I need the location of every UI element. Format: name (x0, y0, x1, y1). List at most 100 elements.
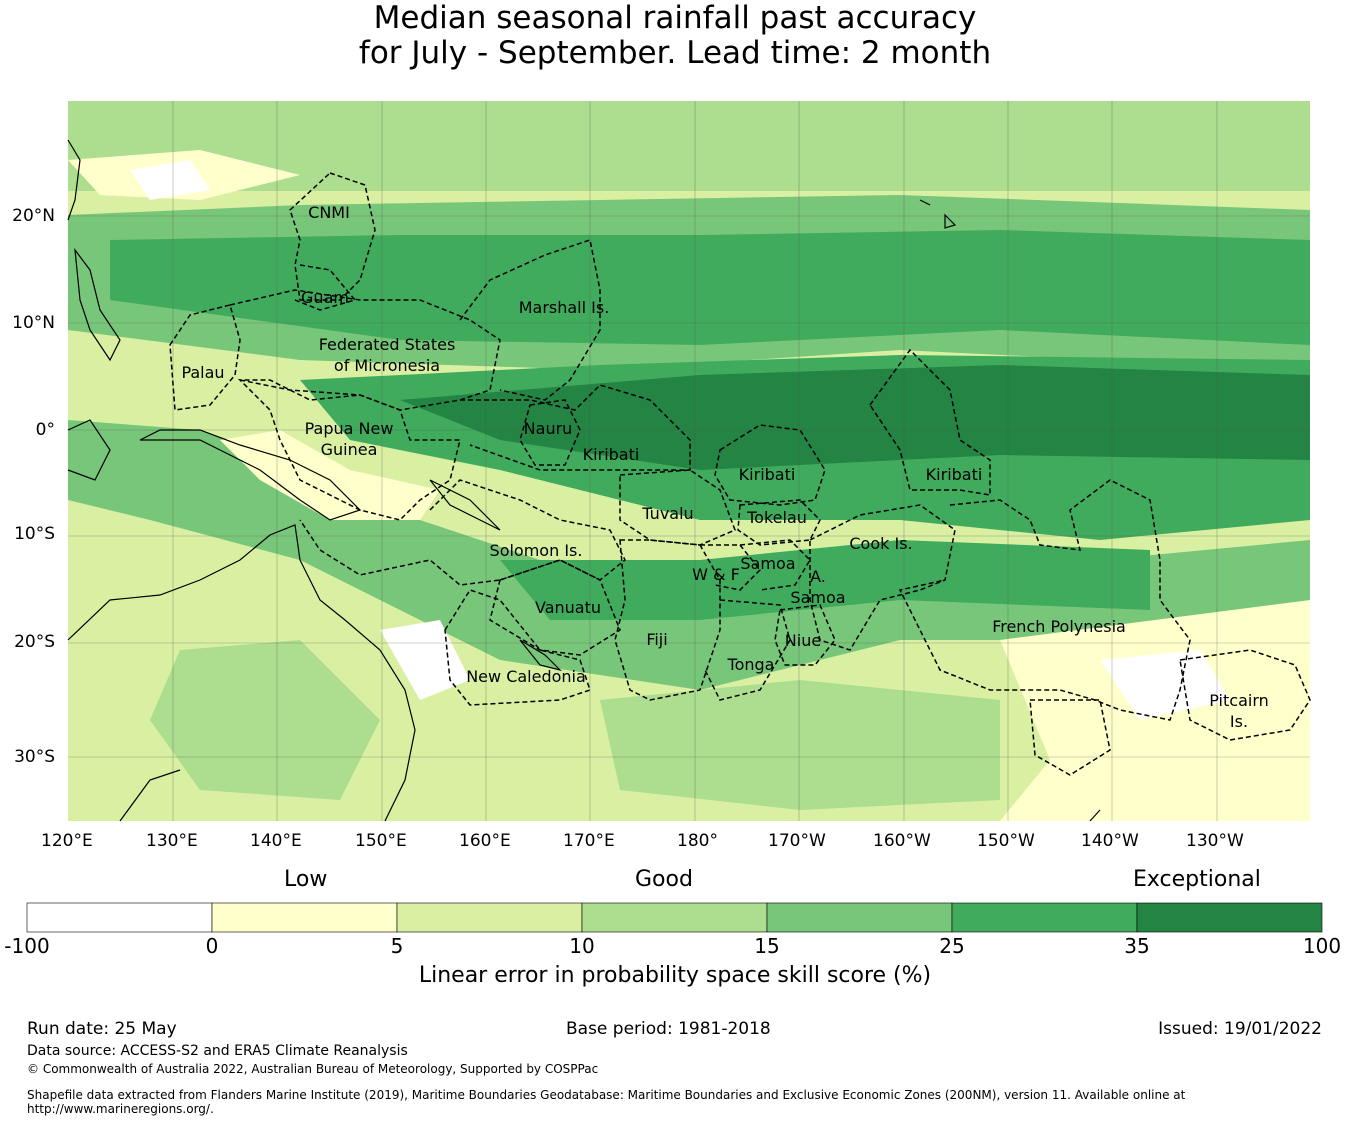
label-cnmi: CNMI (308, 203, 350, 222)
y-tick-20s: 20°S (14, 632, 55, 652)
coast-borneo (67, 419, 111, 481)
eez-niue (774, 604, 836, 666)
map-title-line2: for July - September. Lead time: 2 month (358, 35, 992, 71)
skill-band-south (500, 540, 1150, 620)
shapefile-credit-line2: http://www.marineregions.org/. (27, 1102, 214, 1116)
label-asamoa-1: A. (810, 567, 826, 586)
colorbar-category-low: Low (284, 867, 328, 892)
colorbar-category-exceptional: Exceptional (1133, 867, 1261, 892)
colorbar-category-good: Good (635, 867, 693, 892)
shapefile-credit-line1: Shapefile data extracted from Flanders M… (27, 1088, 1186, 1102)
colorbar-swatch (581, 902, 768, 933)
colorbar-tick: 35 (1124, 934, 1150, 958)
label-kiribati-2: Kiribati (739, 465, 796, 484)
eez-nauru (519, 399, 581, 466)
eez-kiribati-gilbert (460, 384, 691, 471)
colorbar-swatch (951, 902, 1138, 933)
label-png-1: Papua New (305, 419, 394, 438)
eez-marshall (459, 239, 601, 401)
label-niue: Niue (785, 631, 821, 650)
eez-tokelau (737, 499, 821, 546)
colorbar-swatch (396, 902, 583, 933)
label-png-2: Guinea (321, 440, 378, 459)
skill-white-patch-2 (1100, 650, 1230, 720)
eez-boundaries (169, 172, 1311, 776)
base-period: Base period: 1981-2018 (566, 1019, 771, 1039)
graticule (68, 101, 1310, 821)
colorbar-label: Linear error in probability space skill … (418, 963, 932, 988)
eez-palau (169, 304, 241, 411)
coast-new-zealand (1089, 809, 1101, 822)
eez-kiribati-phoenix (714, 424, 826, 506)
x-tick-150e: 150°E (355, 831, 407, 851)
x-tick-160e: 160°E (459, 831, 511, 851)
eez-vanuatu (489, 559, 621, 656)
x-tick-120e: 120°E (41, 831, 93, 851)
skill-white-patch-3 (130, 160, 210, 200)
eez-tonga (704, 599, 791, 701)
label-marshall: Marshall Is. (519, 298, 610, 317)
y-tick-10n: 10°N (12, 313, 55, 333)
colorbar (26, 902, 1323, 933)
label-tuvalu: Tuvalu (641, 504, 693, 523)
colorbar-tick: -100 (4, 934, 50, 958)
colorbar-tick: 10 (569, 934, 595, 958)
eez-pitcairn (1179, 649, 1311, 741)
label-fiji: Fiji (646, 630, 667, 649)
eez-tuvalu (619, 469, 736, 546)
label-asamoa-2: Samoa (790, 588, 845, 607)
label-cook: Cook Is. (849, 534, 912, 553)
colorbar-tick: 25 (939, 934, 965, 958)
label-nauru: Nauru (524, 419, 573, 438)
colorbar-swatch (1136, 902, 1323, 933)
eez-wallis (700, 544, 762, 591)
x-tick-180: 180° (677, 831, 718, 851)
label-vanuatu: Vanuatu (535, 598, 601, 617)
colorbar-tick: 15 (754, 934, 780, 958)
coast-asia (67, 139, 81, 221)
colorbar-tick: 100 (1302, 934, 1342, 958)
coast-hawaii (919, 199, 957, 229)
colorbar-swatch (766, 902, 953, 933)
coast-solomons (429, 479, 501, 531)
skill-band-png (68, 420, 1310, 690)
skill-low-patch-png (220, 430, 440, 520)
coast-philippines (74, 247, 121, 362)
skill-field (68, 101, 1310, 821)
x-tick-150w: 150°W (977, 831, 1035, 851)
coast-png (139, 429, 362, 521)
y-tick-20n: 20°N (12, 206, 55, 226)
eez-samoa (739, 539, 811, 591)
eez-fiji (614, 539, 721, 701)
colorbar-tick: 5 (390, 934, 404, 958)
colorbar-swatch (26, 902, 213, 933)
label-pitcairn-2: Is. (1230, 712, 1248, 731)
coastlines (67, 139, 1101, 822)
colorbar-swatch (211, 902, 398, 933)
x-tick-160w: 160°W (873, 831, 931, 851)
label-kiribati-3: Kiribati (926, 465, 983, 484)
issued-date: Issued: 19/01/2022 (1158, 1019, 1322, 1039)
eez-fp-south (1029, 699, 1111, 776)
label-kiribati-1: Kiribati (583, 445, 640, 464)
skill-good-sw (150, 640, 380, 800)
eez-solomon (299, 479, 626, 586)
label-new-caledonia: New Caledonia (466, 667, 586, 686)
label-tokelau: Tokelau (746, 508, 807, 527)
skill-good-se (600, 680, 1000, 810)
eez-cnmi (289, 172, 376, 301)
x-tick-170e: 170°E (563, 831, 615, 851)
x-tick-140w: 140°W (1081, 831, 1139, 851)
y-tick-30s: 30°S (14, 747, 55, 767)
eez-cook (809, 504, 956, 651)
map-title-line1: Median seasonal rainfall past accuracy (373, 0, 977, 36)
run-date: Run date: 25 May (27, 1019, 177, 1039)
label-solomon: Solomon Is. (490, 541, 583, 560)
label-guam: Guam (301, 288, 349, 307)
label-palau: Palau (181, 363, 224, 382)
label-samoa-1: Samoa (740, 554, 795, 573)
skill-white-patch-1 (380, 620, 470, 700)
coast-australia (67, 524, 416, 822)
x-tick-140e: 140°E (250, 831, 302, 851)
